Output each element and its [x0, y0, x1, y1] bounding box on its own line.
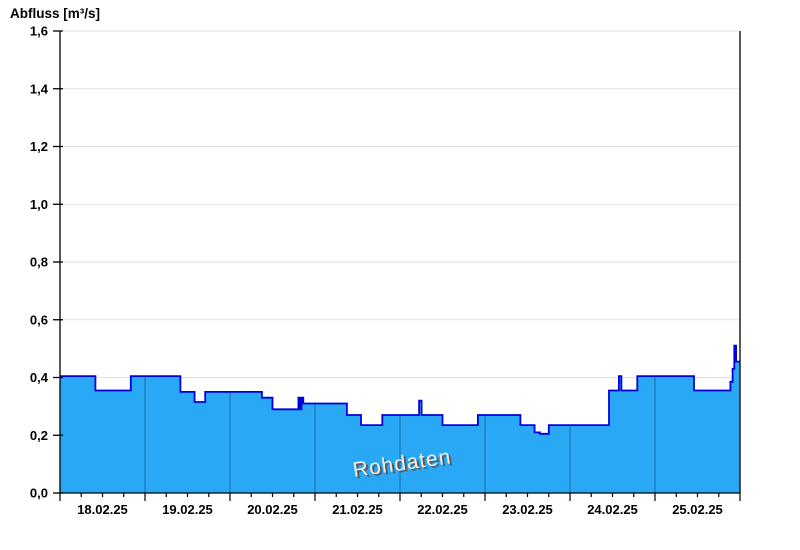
y-tick-label: 0,0: [30, 486, 48, 501]
x-day-label: 25.02.25: [672, 502, 723, 517]
x-day-label: 19.02.25: [162, 502, 213, 517]
x-day-label: 20.02.25: [247, 502, 298, 517]
x-day-label: 22.02.25: [417, 502, 468, 517]
discharge-line: [60, 344, 740, 435]
y-tick-label: 0,6: [30, 312, 48, 327]
x-day-label: 18.02.25: [77, 502, 128, 517]
y-tick-label: 0,2: [30, 428, 48, 443]
x-day-label: 21.02.25: [332, 502, 383, 517]
y-tick-label: 1,2: [30, 139, 48, 154]
y-tick-label: 0,4: [30, 370, 49, 385]
x-day-label: 23.02.25: [502, 502, 553, 517]
y-tick-label: 1,6: [30, 24, 48, 39]
y-tick-label: 1,0: [30, 197, 48, 212]
y-tick-label: 1,4: [30, 81, 49, 96]
y-tick-label: 0,8: [30, 255, 48, 270]
x-day-label: 24.02.25: [587, 502, 638, 517]
chart-title: Abfluss [m³/s]: [10, 6, 101, 21]
